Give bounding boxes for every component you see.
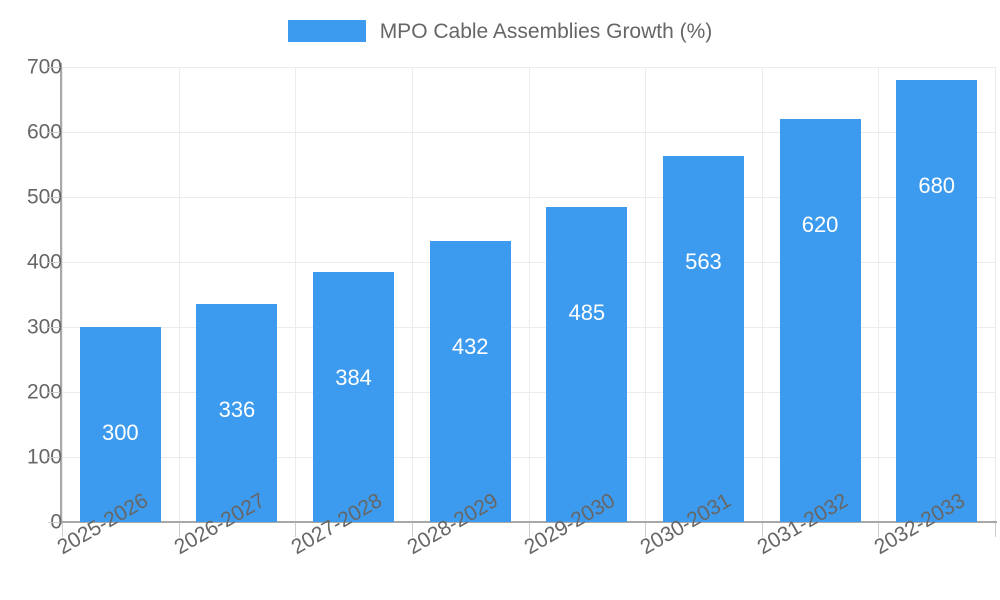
y-axis-tick-label: 600	[26, 120, 62, 144]
y-axis-tick-mark	[48, 457, 60, 458]
bar-value-label: 336	[218, 396, 256, 422]
gridline-horizontal	[62, 132, 995, 133]
y-axis-tick-mark	[48, 262, 60, 263]
x-axis-tick-mark	[878, 523, 879, 537]
x-axis-tick-mark	[995, 523, 996, 537]
y-axis-tick-label: 300	[26, 315, 62, 339]
y-axis-tick-mark	[48, 67, 60, 68]
gridline-vertical	[295, 67, 296, 522]
bar-value-label: 432	[451, 334, 489, 360]
gridline-vertical	[179, 67, 180, 522]
legend-label: MPO Cable Assemblies Growth (%)	[379, 19, 713, 43]
y-axis-tick-label: 100	[26, 445, 62, 469]
gridline-horizontal	[62, 457, 995, 458]
bar-value-label: 620	[801, 212, 839, 237]
bar[interactable]: 384	[313, 272, 395, 522]
bar-value-label: 300	[101, 420, 139, 445]
bar-value-label: 680	[918, 173, 956, 198]
gridline-horizontal	[62, 67, 995, 68]
y-axis-tick-label: 400	[26, 250, 62, 274]
bar[interactable]: 680	[896, 80, 978, 522]
y-axis-tick-label: 200	[26, 380, 62, 404]
x-axis-tick-mark	[529, 523, 530, 537]
y-axis-tick-mark	[48, 327, 60, 328]
bar-series-mpo-cable-assemblies-growth: 300 336 384 432 485 563 620 680	[62, 67, 995, 522]
gridline-vertical	[878, 67, 879, 522]
y-axis-tick-label: 700	[26, 55, 62, 79]
gridline-horizontal	[62, 327, 995, 328]
bar[interactable]: 563	[662, 156, 744, 522]
gridline-vertical	[529, 67, 530, 522]
bar[interactable]: 432	[429, 241, 511, 522]
x-axis-tick-mark	[62, 523, 63, 537]
gridline-vertical	[645, 67, 646, 522]
bar[interactable]: 485	[546, 206, 628, 522]
y-axis-tick-label: 500	[26, 185, 62, 209]
gridline-horizontal	[62, 392, 995, 393]
bar[interactable]: 620	[779, 119, 861, 522]
y-axis-line	[60, 63, 62, 524]
gridline-vertical	[995, 67, 996, 522]
bar-value-label: 485	[568, 299, 606, 325]
x-axis-line	[60, 521, 997, 523]
y-axis-tick-mark	[48, 132, 60, 133]
y-axis-tick-mark	[48, 197, 60, 198]
bar[interactable]: 336	[196, 303, 278, 522]
legend-color-swatch	[287, 20, 366, 42]
x-axis-tick-mark	[295, 523, 296, 537]
chart-legend: MPO Cable Assemblies Growth (%)	[0, 12, 1000, 50]
x-axis-tick-mark	[179, 523, 180, 537]
bar-value-label: 563	[685, 249, 722, 275]
y-axis-tick-mark	[48, 392, 60, 393]
gridline-horizontal	[62, 262, 995, 263]
x-axis-tick-mark	[762, 523, 763, 537]
x-axis-tick-mark	[645, 523, 646, 537]
plot-area	[62, 67, 996, 523]
bar-value-label: 384	[335, 365, 372, 391]
gridline-vertical	[62, 67, 63, 522]
y-axis-tick-mark	[48, 522, 60, 523]
y-axis: 0 100 200 300 400 500 600 700	[0, 0, 62, 600]
x-axis-tick-mark	[412, 523, 413, 537]
bar[interactable]: 300	[79, 327, 161, 522]
gridline-vertical	[412, 67, 413, 522]
legend-item-mpo-cable-assemblies-growth[interactable]: MPO Cable Assemblies Growth (%)	[287, 19, 713, 43]
gridline-vertical	[762, 67, 763, 522]
gridline-horizontal	[62, 197, 995, 198]
